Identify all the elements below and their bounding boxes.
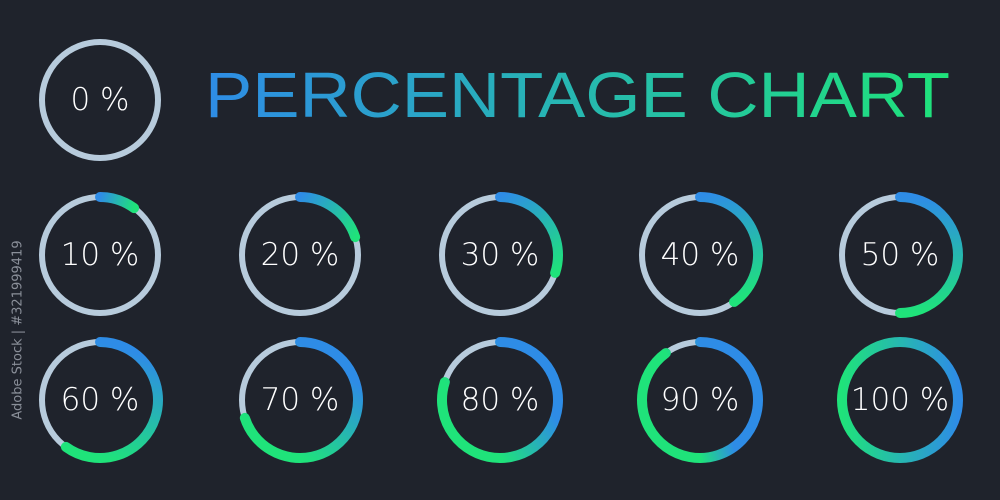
ring-arc	[837, 337, 963, 464]
ring-label: 90 %	[661, 382, 740, 418]
ring-arc	[295, 192, 361, 243]
chart-title: PERCENTAGE CHART	[205, 59, 950, 131]
ring-arc	[895, 192, 963, 318]
ring-label: 80 %	[461, 382, 540, 418]
ring-arc	[239, 337, 363, 463]
ring-label: 50 %	[861, 237, 940, 273]
ring-track	[39, 39, 161, 161]
ring-label: 70 %	[261, 382, 340, 418]
ring-arc	[695, 192, 763, 307]
side-text: Adobe Stock | #321999419	[11, 240, 26, 419]
ring-label: 100 %	[851, 382, 949, 418]
ring-label: 30 %	[461, 237, 540, 273]
ring-arc	[637, 337, 763, 463]
ring-arc	[437, 337, 563, 463]
ring-label: 60 %	[61, 382, 140, 418]
ring-arc	[95, 192, 140, 214]
ring-arc	[60, 337, 163, 463]
ring-label: 0 %	[70, 82, 129, 118]
ring-arc	[495, 192, 563, 278]
ring-label: 20 %	[261, 237, 340, 273]
ring-label: 40 %	[661, 237, 740, 273]
ring-label: 10 %	[61, 237, 140, 273]
